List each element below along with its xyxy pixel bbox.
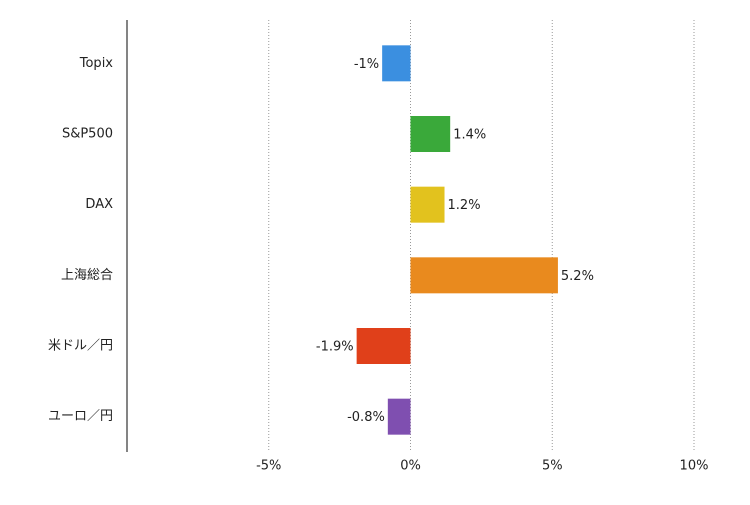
data-label: -1% [354, 57, 379, 72]
data-label: -1.9% [316, 340, 354, 355]
bar [356, 328, 411, 364]
y-tick-label: DAX [85, 197, 113, 212]
y-tick-label: 米ドル／円 [48, 339, 113, 354]
y-tick-label: Topix [79, 56, 114, 71]
data-label: 1.2% [448, 198, 481, 213]
y-tick-label: S&P500 [62, 127, 113, 142]
x-tick-label: -5% [256, 459, 281, 474]
data-label: -0.8% [347, 410, 385, 425]
x-tick-label: 10% [680, 459, 709, 474]
bar [410, 257, 558, 294]
data-label: 5.2% [561, 269, 594, 284]
bar [382, 45, 411, 82]
bar [410, 116, 451, 152]
y-tick-label: 上海総合 [61, 268, 113, 283]
data-label: 1.4% [453, 128, 486, 143]
bar [387, 398, 411, 435]
y-tick-label: ユーロ／円 [48, 409, 113, 424]
x-tick-label: 5% [542, 459, 563, 474]
x-tick-label: 0% [400, 459, 421, 474]
bar [410, 186, 445, 223]
